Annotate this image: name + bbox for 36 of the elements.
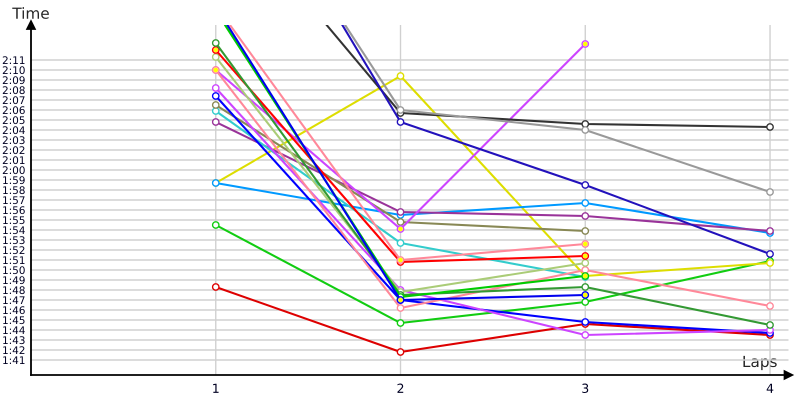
y-tick-label: 1:49 [3, 276, 25, 284]
y-tick-label: 1:44 [3, 326, 25, 334]
y-tick-label: 1:50 [3, 266, 25, 274]
y-tick-label: 1:45 [3, 316, 25, 324]
y-tick-label: 2:01 [2, 156, 24, 164]
x-tick-label: 4 [766, 384, 774, 393]
x-tick-label: 2 [397, 384, 404, 393]
y-tick-label: 2:08 [2, 86, 25, 94]
y-tick-label: 2:03 [2, 136, 25, 144]
x-tick-label: 3 [582, 384, 588, 394]
x-tick-label: 1 [213, 384, 219, 393]
y-tick-label: 1:48 [3, 286, 25, 294]
y-axis-title: Time [12, 7, 49, 19]
y-tick-label: 1:57 [3, 196, 25, 204]
y-tick-label: 2:07 [2, 96, 25, 104]
y-tick-label: 1:47 [3, 296, 25, 304]
y-tick-label: 1:42 [3, 346, 24, 354]
y-tick-label: 1:51 [3, 256, 24, 264]
y-tick-label: 2:04 [2, 126, 25, 134]
y-tick-label: 2:06 [2, 106, 25, 114]
y-tick-label: 1:41 [3, 356, 24, 364]
y-tick-label: 2:10 [2, 66, 25, 74]
y-tick-label: 2:09 [2, 76, 25, 84]
y-tick-label: 1:52 [3, 246, 24, 254]
y-tick-label: 2:02 [2, 146, 24, 154]
y-tick-label: 1:56 [3, 206, 25, 214]
y-tick-label: 1:53 [3, 236, 25, 244]
y-tick-label: 2:05 [2, 116, 25, 124]
y-tick-label: 1:54 [3, 226, 25, 234]
y-tick-label: 1:55 [3, 216, 25, 224]
y-tick-label: 1:58 [3, 186, 25, 194]
y-tick-label: 2:00 [2, 166, 25, 174]
y-tick-label: 2:11 [2, 56, 24, 64]
y-tick-label: 1:59 [3, 176, 25, 184]
y-tick-label: 1:46 [3, 306, 25, 314]
y-tick-label: 1:43 [3, 336, 25, 344]
